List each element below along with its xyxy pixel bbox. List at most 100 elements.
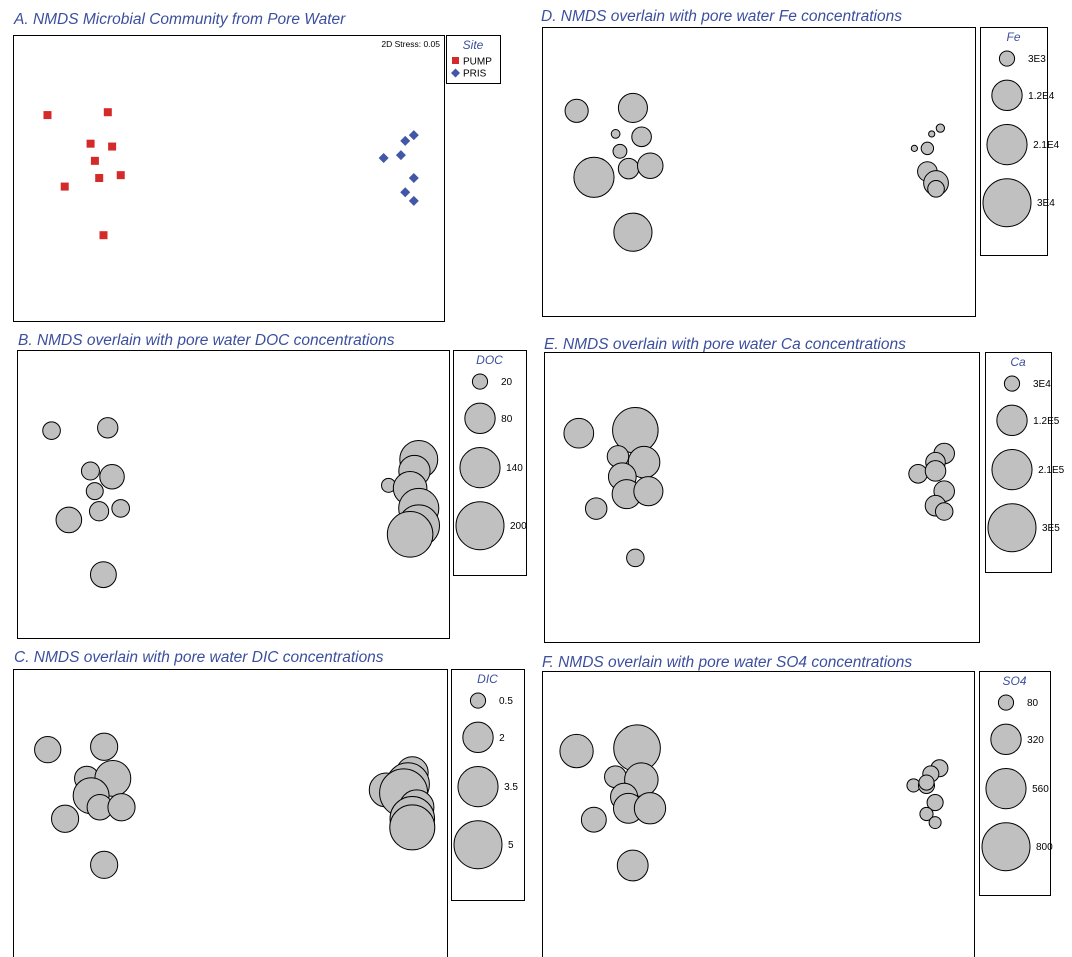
bubble-point — [90, 850, 119, 879]
pump-point — [90, 156, 99, 165]
bubble-point — [633, 476, 664, 507]
pris-point — [408, 173, 419, 183]
legend-label: 140 — [506, 463, 523, 474]
bubble-point — [90, 732, 119, 761]
bubble-point — [920, 141, 935, 156]
bubble-point — [386, 511, 434, 558]
pump-point — [60, 182, 69, 191]
bubble-point — [633, 792, 667, 825]
bubble-point — [616, 849, 649, 882]
panel-title: B. NMDS overlain with pore water DOC con… — [18, 332, 395, 349]
legend-bubble — [471, 373, 489, 390]
legend-label: 320 — [1027, 735, 1044, 746]
legend-title: Ca — [1010, 355, 1026, 369]
legend-title: DOC — [476, 353, 503, 367]
legend-label: 80 — [1027, 698, 1039, 709]
legend-frame — [451, 669, 525, 901]
panel-c: C. NMDS overlain with pore water DIC con… — [13, 649, 525, 957]
bubble-point — [99, 463, 125, 490]
bubble-point — [563, 417, 595, 449]
legend-bubble — [1003, 375, 1021, 392]
legend-bubble — [997, 694, 1015, 711]
legend-title: Fe — [1006, 30, 1020, 44]
legend-bubble — [996, 404, 1028, 437]
bubble-point — [573, 156, 615, 198]
bubble-point — [924, 460, 947, 482]
bubble-point — [88, 501, 110, 522]
pris-point — [400, 187, 411, 198]
bubble-point — [919, 806, 934, 822]
bubble-point — [80, 461, 100, 481]
plot-frame — [13, 669, 448, 957]
legend-label: 560 — [1032, 784, 1049, 795]
legend-label: 0.5 — [499, 696, 513, 707]
legend-bubble — [982, 178, 1032, 228]
legend-bubble — [459, 447, 501, 489]
bubble-point — [42, 421, 61, 440]
legend-bubble — [986, 124, 1028, 166]
stress-annotation: 2D Stress: 0.05 — [381, 39, 440, 49]
bubble-point — [97, 417, 119, 439]
panel-title: C. NMDS overlain with pore water DIC con… — [14, 649, 384, 666]
legend-bubble — [990, 723, 1022, 756]
legend-bubble — [981, 822, 1031, 872]
bubble-point — [926, 794, 944, 812]
bubble-point — [85, 482, 104, 501]
pump-point — [116, 171, 125, 180]
legend-frame — [453, 350, 527, 576]
legend-frame — [980, 27, 1048, 256]
panel-f: F. NMDS overlain with pore water SO4 con… — [542, 654, 1053, 957]
plot-frame — [542, 671, 975, 957]
bubble-point — [559, 733, 594, 769]
panel-title: A. NMDS Microbial Community from Pore Wa… — [13, 11, 346, 28]
panel-b: B. NMDS overlain with pore water DOC con… — [17, 332, 527, 639]
legend-label: 5 — [508, 840, 514, 851]
pump-point — [103, 108, 112, 117]
bubble-point — [389, 804, 436, 851]
bubble-point — [636, 152, 664, 179]
bubble-point — [613, 212, 653, 252]
legend-label: 2.1E5 — [1038, 465, 1065, 476]
bubble-point — [631, 126, 652, 148]
pris-point — [395, 150, 406, 161]
plot-frame — [17, 350, 450, 639]
bubble-point — [55, 506, 83, 534]
bubble-point — [111, 499, 130, 518]
legend-title: Site — [463, 38, 484, 52]
pump-point — [108, 142, 117, 151]
legend-bubble — [457, 766, 499, 808]
pump-point — [86, 139, 95, 148]
legend-label: 2 — [499, 733, 505, 744]
legend-label: 200 — [510, 521, 527, 532]
legend-frame — [446, 35, 501, 84]
panel-title: D. NMDS overlain with pore water Fe conc… — [541, 8, 902, 25]
pris-point — [408, 130, 419, 141]
bubble-point — [34, 735, 62, 764]
plot-frame — [542, 27, 976, 317]
bubble-point — [626, 548, 645, 568]
plot-frame — [13, 35, 445, 322]
panel-title: F. NMDS overlain with pore water SO4 con… — [542, 654, 912, 671]
legend-marker-pris — [451, 68, 460, 78]
bubble-point — [928, 816, 942, 830]
bubble-point — [910, 144, 918, 152]
legend-label: 800 — [1036, 842, 1053, 853]
legend-marker-pump — [452, 57, 459, 64]
bubble-point — [51, 804, 80, 833]
legend-label: 3.5 — [504, 782, 518, 793]
legend-bubble — [469, 692, 487, 709]
legend-label: 80 — [501, 414, 513, 425]
bubble-point — [610, 129, 621, 139]
panel-title: E. NMDS overlain with pore water Ca conc… — [544, 336, 906, 353]
bubble-point — [934, 502, 954, 521]
panel-d: D. NMDS overlain with pore water Fe conc… — [541, 8, 1060, 317]
legend-bubble — [985, 768, 1027, 810]
bubble-point — [928, 130, 936, 138]
legend-label: 3E4 — [1037, 198, 1055, 209]
legend-label: 1.2E4 — [1028, 91, 1055, 102]
legend-bubble — [987, 503, 1037, 553]
bubble-point — [617, 157, 640, 180]
pump-point — [95, 174, 104, 182]
legend-bubble — [455, 501, 505, 551]
